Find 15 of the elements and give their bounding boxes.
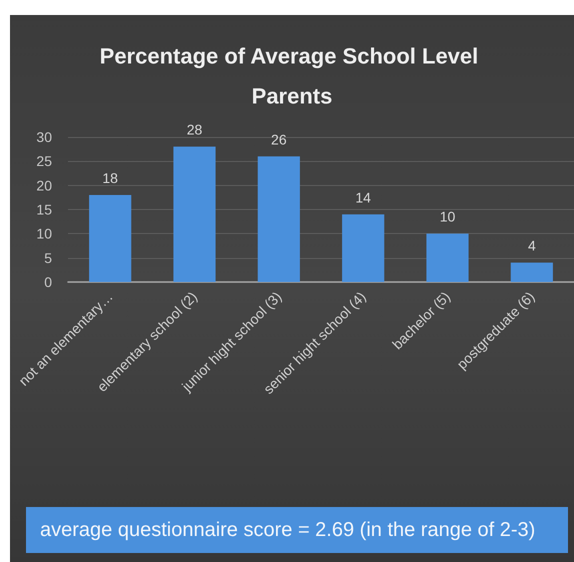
data-label: 26 <box>271 131 287 148</box>
y-tick-label: 10 <box>36 226 52 242</box>
data-label: 18 <box>102 170 118 186</box>
y-tick-label: 5 <box>44 250 52 266</box>
y-tick-label: 20 <box>36 177 52 194</box>
data-label: 14 <box>355 189 372 206</box>
y-tick-label: 30 <box>36 129 52 145</box>
data-label: 4 <box>528 238 536 254</box>
data-label: 10 <box>440 208 456 225</box>
y-tick-label: 25 <box>36 153 52 170</box>
chart-title: Percentage of Average School Level Parents <box>100 44 484 108</box>
data-label: 28 <box>186 122 202 138</box>
y-tick-label: 0 <box>44 274 52 290</box>
y-tick-label: 15 <box>36 202 52 218</box>
text: average questionnaire score = 2.69 (in the range of 2-3) <box>26 507 568 553</box>
